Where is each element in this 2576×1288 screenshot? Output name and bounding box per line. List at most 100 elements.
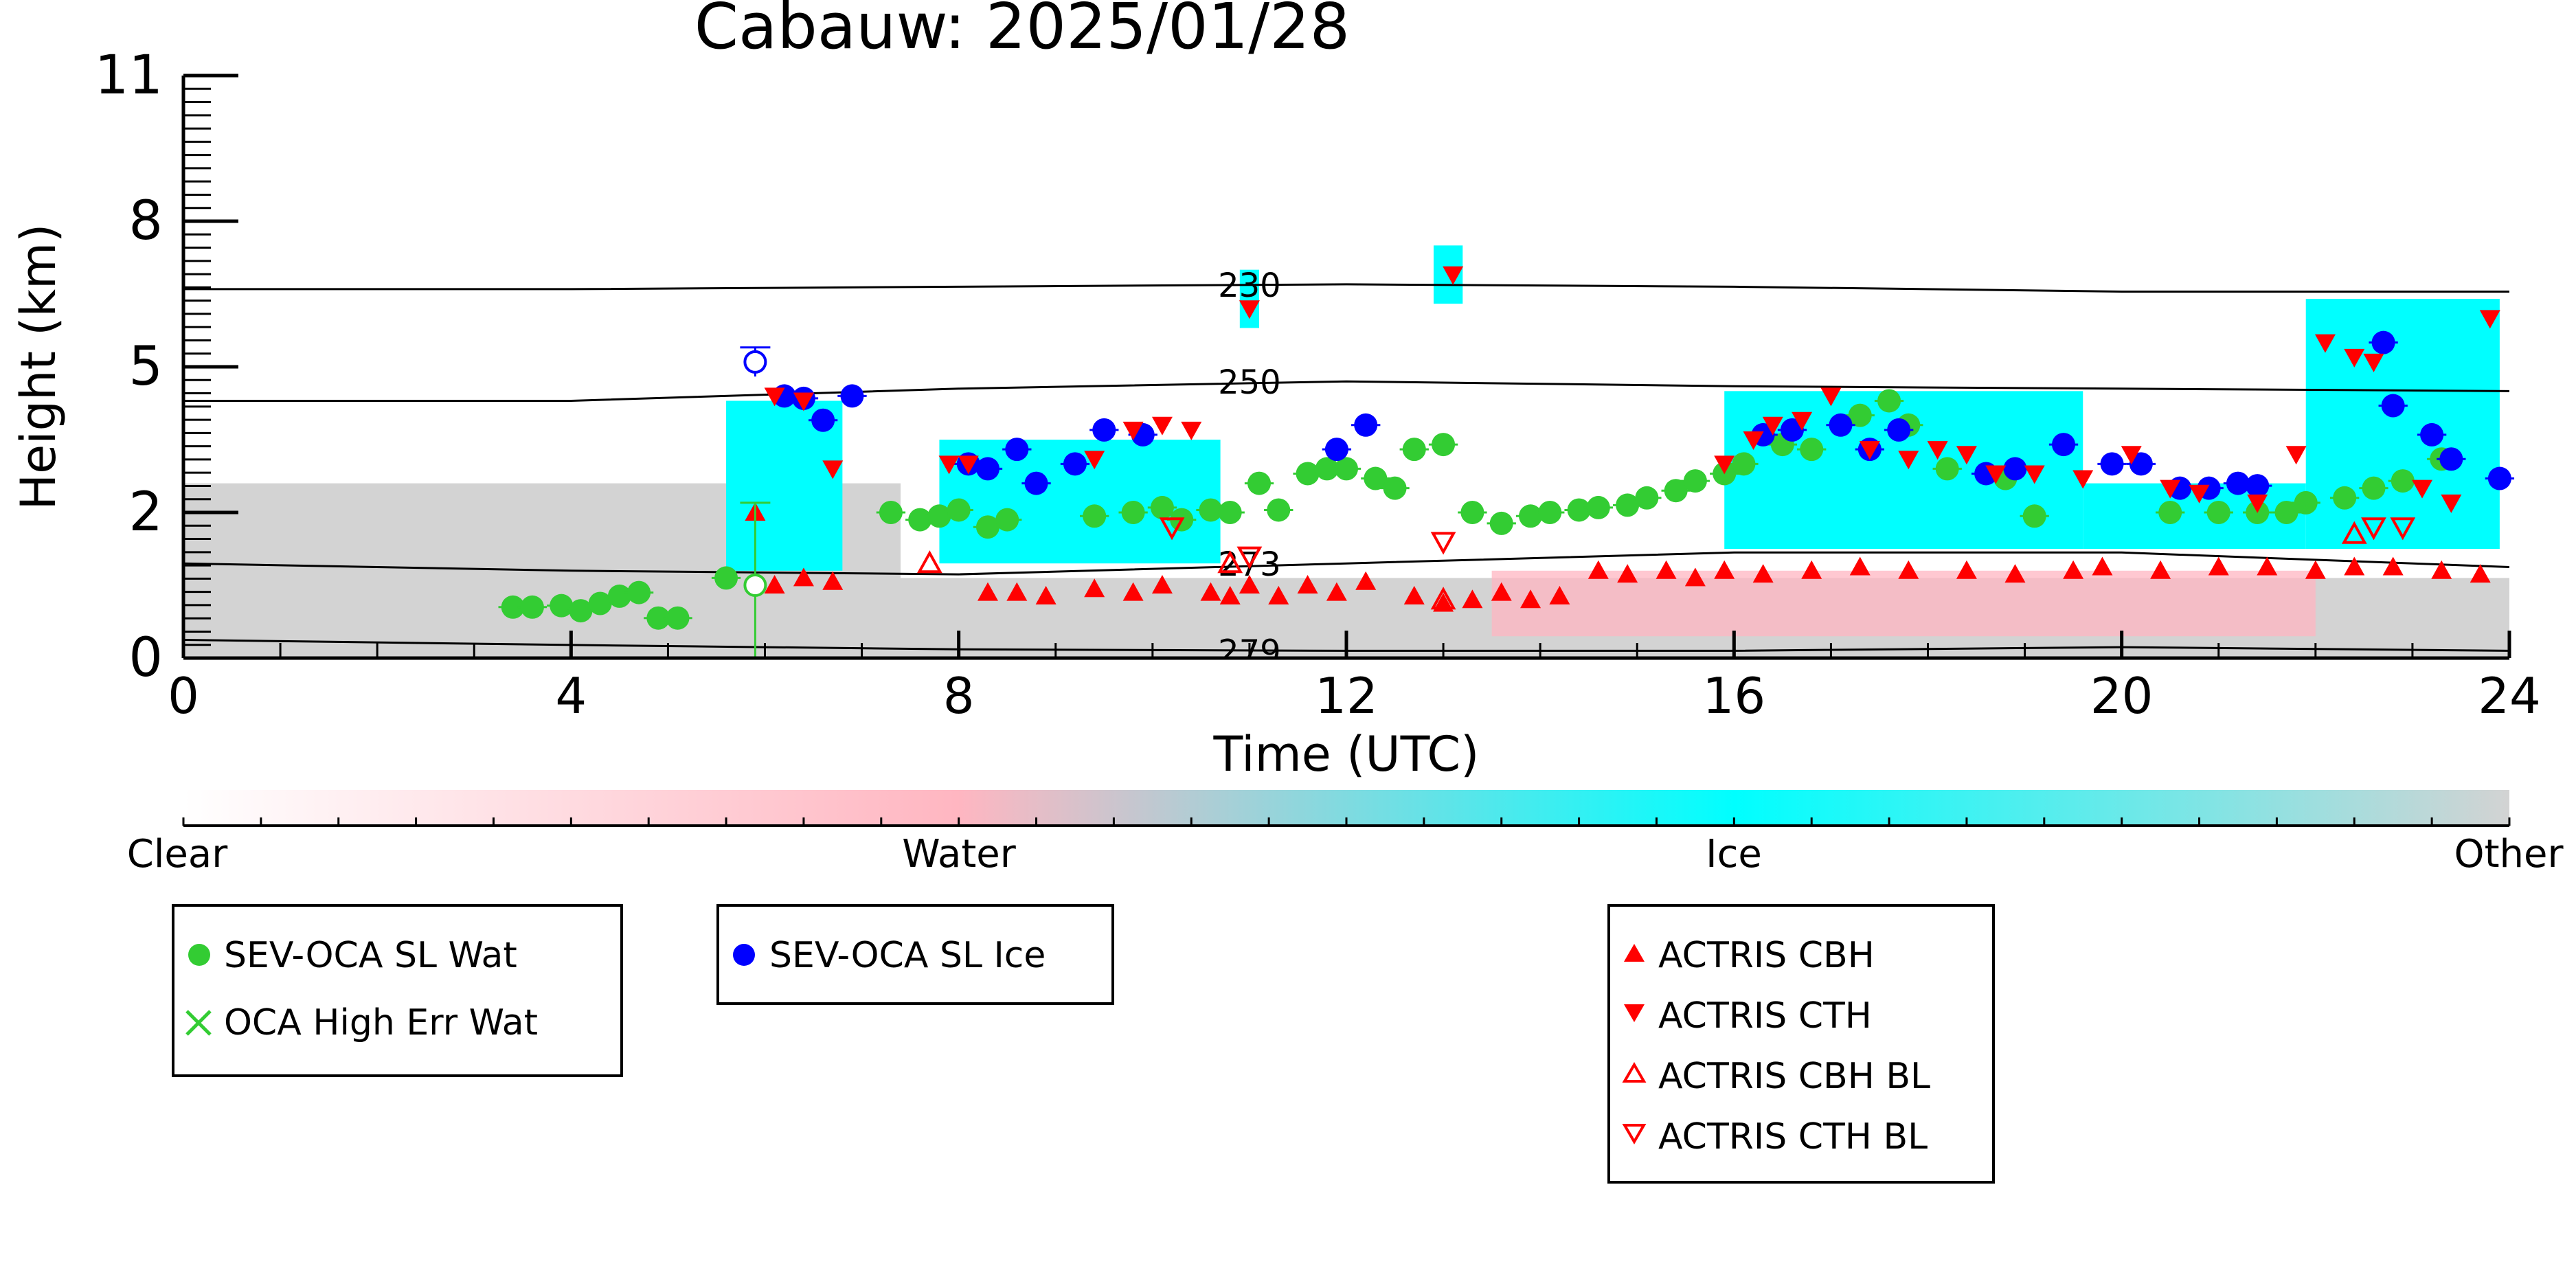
marker-sev-oca-sl-wat	[2022, 504, 2046, 528]
marker-sev-oca-sl-wat	[607, 584, 631, 608]
marker-actris-cbh	[2150, 560, 2171, 579]
marker-actris-cbh	[1549, 585, 1570, 605]
isotherm-label-230: 230	[1218, 267, 1281, 305]
marker-sev-oca-sl-ice	[2246, 474, 2270, 498]
marker-sev-oca-sl-ice	[2381, 394, 2405, 418]
marker-sev-oca-sl-wat	[1247, 471, 1272, 495]
marker-actris-cbh	[1801, 560, 1822, 579]
marker-sev-oca-sl-wat	[1848, 403, 1872, 427]
marker-sev-oca-sl-wat	[1538, 501, 1562, 524]
marker-actris-cth	[1898, 451, 1919, 470]
marker-sev-oca-sl-wat	[1383, 476, 1407, 500]
marker-sev-oca-sl-wat	[2333, 486, 2357, 510]
retrieval-markers	[498, 266, 2515, 658]
isotherm-label-250: 250	[1218, 363, 1281, 402]
marker-actris-cbh	[1714, 560, 1735, 579]
marker-sev-oca-sl-wat	[1877, 389, 1901, 413]
marker-actris-cth	[1762, 416, 1783, 436]
marker-sev-oca-sl-ice	[811, 408, 835, 432]
marker-actris-cth	[764, 387, 785, 407]
legend-label-cth-bl: ACTRIS CTH BL	[1658, 1116, 1928, 1157]
marker-sev-oca-sl-wat	[1296, 462, 1320, 486]
marker-actris-cbh	[1752, 564, 1774, 583]
x-axis-label: Time (UTC)	[1213, 726, 1480, 782]
marker-actris-cbh	[1006, 582, 1028, 601]
marker-actris-cbh-bl	[1430, 587, 1456, 610]
marker-sev-oca-sl-ice	[1005, 438, 1029, 462]
marker-actris-cbh	[1326, 582, 1347, 601]
marker-actris-cth	[2247, 494, 2268, 513]
marker-actris-cth	[1792, 411, 1813, 431]
marker-actris-cth	[958, 455, 979, 475]
marker-sev-oca-sl-ice	[1024, 471, 1048, 495]
marker-sev-oca-sl-wat	[1732, 452, 1756, 476]
marker-actris-cbh	[1849, 556, 1871, 576]
marker-actris-cbh	[1403, 585, 1425, 605]
marker-sev-oca-sl-wat	[975, 515, 999, 539]
y-tick-label: 8	[128, 190, 163, 252]
marker-sev-oca-sl-ice	[2052, 433, 2076, 457]
marker-actris-cbh	[1898, 560, 1919, 579]
marker-actris-cbh	[2063, 560, 2084, 579]
marker-actris-cth	[793, 392, 814, 411]
marker-sev-oca-sl-wat	[646, 606, 670, 630]
legend-frame-ice	[716, 904, 1114, 1005]
marker-sev-oca-sl-wat	[1616, 493, 1640, 517]
marker-sev-oca-sl-wat	[1267, 498, 1291, 522]
marker-actris-cth	[822, 460, 844, 479]
legend-label-cth: ACTRIS CTH	[1658, 995, 1872, 1037]
isotherm-line-273	[183, 551, 2509, 576]
marker-sev-oca-sl-wat	[1489, 511, 1513, 535]
marker-actris-cbh	[1297, 575, 1318, 594]
marker-actris-cbh	[2382, 556, 2404, 576]
x-tick-label: 4	[555, 667, 587, 725]
marker-sev-oca-sl-wat	[1800, 438, 1824, 462]
marker-actris-cbh	[2305, 560, 2326, 579]
marker-actris-cth	[2344, 348, 2365, 368]
marker-sev-oca-sl-wat	[2294, 490, 2318, 515]
marker-actris-cbh	[1084, 578, 1105, 598]
marker-actris-cth-bl	[2361, 517, 2386, 541]
marker-actris-cth	[1956, 446, 1977, 465]
marker-sev-oca-sl-ice	[1324, 438, 1348, 462]
marker-actris-cbh	[2257, 556, 2278, 576]
marker-sev-oca-sl-wat	[995, 508, 1019, 532]
marker-sev-oca-sl-ice	[1092, 418, 1116, 442]
legend-box-ice: SEV-OCA SL Ice	[716, 904, 1114, 1005]
marker-sev-oca-sl-ice	[1780, 418, 1804, 442]
background-ice-10	[2422, 328, 2481, 367]
marker-sev-oca-sl-wat	[1635, 486, 1659, 510]
legend-marker-cth	[1624, 1004, 1645, 1022]
legend-label-sev-ice: SEV-OCA SL Ice	[769, 935, 1046, 976]
isotherm-line-230	[183, 283, 2509, 293]
marker-sev-oca-sl-wat	[1519, 504, 1543, 528]
marker-actris-cbh	[2092, 556, 2113, 576]
marker-sev-oca-sl-wat	[947, 498, 971, 522]
marker-actris-cth	[2314, 334, 2336, 353]
marker-actris-cbh	[1588, 560, 1609, 579]
y-axis-label: Height (km)	[10, 224, 67, 510]
marker-sev-oca-sl-wat	[1083, 504, 1107, 528]
legend-frame-water	[172, 904, 623, 1077]
marker-actris-cbh	[1200, 582, 1221, 601]
marker-sev-oca-sl-wat	[1218, 501, 1242, 524]
marker-actris-cth	[1714, 455, 1735, 475]
background-water-2	[1491, 570, 2316, 637]
legend-label-sev-wat: SEV-OCA SL Wat	[224, 935, 517, 976]
marker-actris-cbh-bl	[1217, 550, 1243, 574]
colorbar-label-ice: Ice	[1706, 832, 1762, 877]
marker-actris-cbh	[1520, 589, 1541, 609]
marker-actris-cbh	[1355, 571, 1377, 590]
marker-actris-cbh	[2004, 564, 2026, 583]
marker-actris-cth	[2189, 484, 2210, 504]
open-marker-sev-oca-sl-ice	[743, 350, 767, 374]
legend-marker-oca-high-err	[185, 1010, 212, 1036]
marker-actris-cth	[1985, 465, 2007, 484]
marker-actris-cth-bl	[2390, 517, 2416, 541]
marker-sev-oca-sl-ice	[975, 457, 999, 481]
marker-sev-oca-sl-ice	[2420, 422, 2444, 447]
marker-actris-cth	[1181, 421, 1202, 440]
marker-sev-oca-sl-wat	[1121, 501, 1145, 524]
legend-marker-cth-bl	[1622, 1124, 1647, 1144]
